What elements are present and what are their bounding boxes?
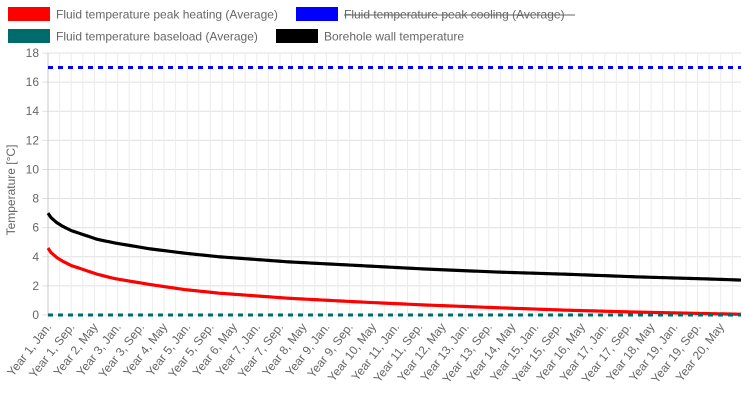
legend-swatch-borehole-wall — [276, 29, 318, 43]
series-line-0 — [46, 247, 742, 316]
legend-label-borehole-wall: Borehole wall temperature — [324, 30, 464, 44]
legend-item-peak-cooling[interactable]: Fluid temperature peak cooling (Average) — [296, 7, 575, 22]
legend-label-peak-heating: Fluid temperature peak heating (Average) — [56, 8, 278, 22]
y-tick-label: 14 — [26, 104, 40, 118]
legend-item-peak-heating[interactable]: Fluid temperature peak heating (Average) — [8, 7, 278, 22]
y-tick-label: 10 — [26, 162, 40, 176]
grid — [42, 52, 741, 320]
legend: Fluid temperature peak heating (Average)… — [8, 7, 575, 44]
y-tick-label: 6 — [32, 221, 39, 235]
legend-swatch-baseload — [8, 29, 50, 43]
y-tick-label: 16 — [26, 75, 40, 89]
y-tick-label: 2 — [32, 279, 39, 293]
legend-swatch-peak-heating — [8, 7, 50, 21]
legend-label-baseload: Fluid temperature baseload (Average) — [56, 30, 258, 44]
y-tick-label: 18 — [26, 46, 40, 60]
y-tick-label: 0 — [32, 308, 39, 322]
y-tick-label: 8 — [32, 192, 39, 206]
x-axis-ticks: Year 1, Jan.Year 1, Sep.Year 2, MayYear … — [4, 320, 727, 386]
series-line-3 — [46, 212, 742, 282]
y-tick-label: 4 — [32, 250, 39, 264]
legend-swatch-peak-cooling — [296, 7, 338, 21]
y-axis-title: Temperature [°C] — [4, 145, 18, 236]
y-axis-ticks: 0 2 4 6 8 10 12 14 16 18 — [26, 46, 40, 322]
legend-item-borehole-wall[interactable]: Borehole wall temperature — [276, 29, 464, 44]
series-layer — [46, 66, 742, 317]
legend-item-baseload[interactable]: Fluid temperature baseload (Average) — [8, 29, 258, 44]
y-tick-label: 12 — [26, 133, 40, 147]
